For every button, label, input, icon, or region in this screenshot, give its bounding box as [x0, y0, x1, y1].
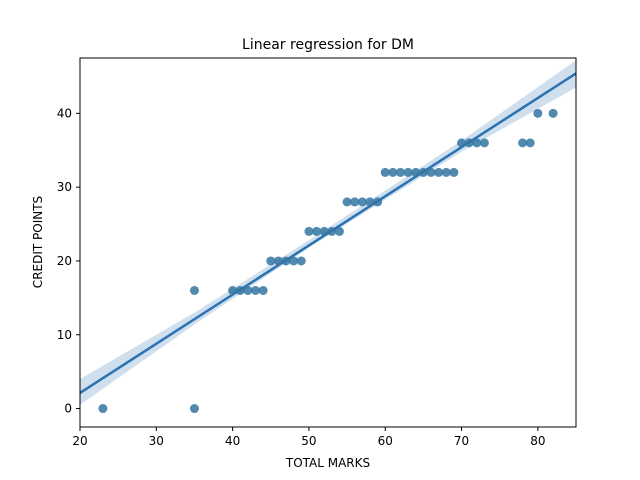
data-point [98, 404, 108, 414]
data-point [342, 197, 352, 207]
y-tick-label: 30 [57, 180, 72, 194]
data-point [258, 285, 268, 295]
data-point [395, 167, 405, 177]
data-point [548, 108, 558, 118]
data-point [357, 197, 367, 207]
data-point [479, 138, 489, 148]
data-point [418, 167, 428, 177]
data-point [251, 285, 261, 295]
plot-frame [79, 57, 577, 428]
data-point [388, 167, 398, 177]
data-point [266, 256, 276, 266]
data-point [373, 197, 383, 207]
data-point [464, 138, 474, 148]
data-point [289, 256, 299, 266]
data-point [281, 256, 291, 266]
x-tick-label: 30 [149, 434, 164, 448]
data-point [189, 285, 199, 295]
x-tick-label: 40 [225, 434, 240, 448]
data-point [243, 285, 253, 295]
data-point [411, 167, 421, 177]
data-point [525, 138, 535, 148]
x-tick-label: 50 [301, 434, 316, 448]
data-point [472, 138, 482, 148]
x-axis-label: TOTAL MARKS [285, 456, 370, 470]
data-point [235, 285, 245, 295]
data-point [365, 197, 375, 207]
data-point [380, 167, 390, 177]
x-tick-label: 70 [454, 434, 469, 448]
y-tick-label: 10 [57, 328, 72, 342]
data-point [441, 167, 451, 177]
data-point [189, 404, 199, 414]
data-point [296, 256, 306, 266]
data-point [533, 108, 543, 118]
data-point [434, 167, 444, 177]
y-tick-label: 20 [57, 254, 72, 268]
chart-title: Linear regression for DM [242, 37, 414, 53]
x-tick-label: 60 [378, 434, 393, 448]
y-tick-label: 40 [57, 106, 72, 120]
data-point [228, 285, 238, 295]
x-tick-label: 20 [72, 434, 87, 448]
data-point [304, 226, 314, 236]
data-point [403, 167, 413, 177]
data-point [334, 226, 344, 236]
data-point [273, 256, 283, 266]
data-point [518, 138, 528, 148]
x-tick-label: 80 [530, 434, 545, 448]
y-axis-label: CREDIT POINTS [31, 196, 45, 288]
data-point [426, 167, 436, 177]
data-point [327, 226, 337, 236]
y-tick-label: 0 [64, 402, 72, 416]
data-point [319, 226, 329, 236]
data-point [312, 226, 322, 236]
data-point [449, 167, 459, 177]
data-point [457, 138, 467, 148]
data-point [350, 197, 360, 207]
